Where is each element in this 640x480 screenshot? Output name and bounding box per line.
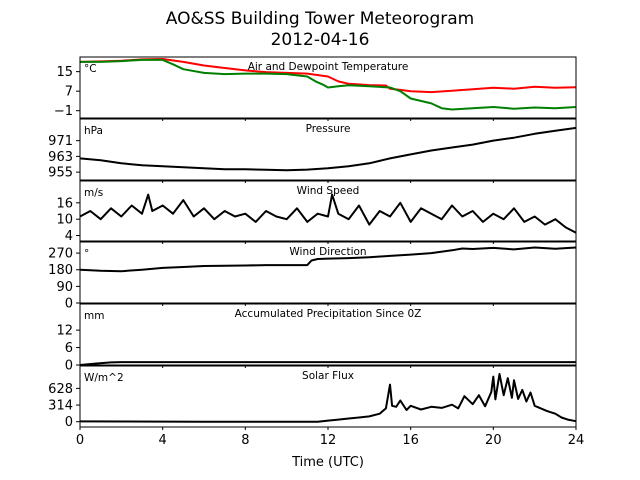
y-tick-label-wind_direction-2: 180 [48,263,73,278]
panel-title-precip: Accumulated Precipitation Since 0Z [235,308,422,320]
unit-label-pressure: hPa [84,125,103,137]
y-tick-label-temp-2: 15 [56,65,73,80]
y-tick-label-wind_direction-1: 90 [56,280,73,295]
y-tick-label-temp-1: 7 [65,85,73,100]
series-line-precip-0 [79,361,576,366]
x-tick-label-0: 0 [76,433,84,448]
x-tick-label-5: 20 [485,433,502,448]
y-tick-label-precip-0: 0 [65,359,73,374]
unit-label-wind_direction: ° [84,248,89,260]
panel-title-pressure: Pressure [306,123,351,135]
unit-label-precip: mm [84,310,104,322]
y-tick-label-temp-0: −1 [54,104,73,119]
figure-title-line2: 2012-04-16 [271,30,370,50]
x-tick-label-6: 24 [568,433,585,448]
x-tick-label-1: 4 [159,433,167,448]
series-line-pressure-0 [79,126,577,172]
y-tick-label-precip-2: 12 [56,324,73,339]
unit-label-solar: W/m^2 [84,372,124,384]
y-tick-label-wind_direction-0: 0 [65,297,73,312]
panel-wind_speed: 410 16 m/s Wind Speed [56,180,577,244]
panel-title-solar: Solar Flux [302,370,354,382]
y-tick-label-precip-1: 6 [65,341,73,356]
series-line-temp-1 [80,58,577,111]
series-line-temp-0 [79,58,577,94]
x-tick-label-3: 12 [320,433,337,448]
series-line-solar-0 [79,373,577,423]
y-tick-label-solar-2: 628 [48,382,73,397]
panels: −1 7 15 °C Air and Dewpoint Temperature 95596… [48,56,585,448]
x-tick-label-4: 16 [402,433,419,448]
panel-title-wind_speed: Wind Speed [297,185,360,197]
y-tick-label-wind_speed-2: 16 [56,196,73,211]
y-tick-label-wind_speed-1: 10 [56,213,73,228]
x-axis-label: Time (UTC) [291,455,364,470]
y-tick-label-solar-1: 314 [48,399,73,414]
series-line-wind_direction-0 [79,246,577,273]
unit-label-temp: °C [84,63,97,75]
y-tick-label-pressure-0: 955 [48,166,73,181]
series-line-wind_speed-0 [79,193,577,234]
figure-title-line1: AO&SS Building Tower Meteorogram [166,9,474,29]
x-tick-label-2: 8 [241,433,249,448]
panel-temp: −1 7 15 °C Air and Dewpoint Temperature [54,56,577,121]
y-tick-label-solar-0: 0 [65,415,73,430]
panel-title-temp: Air and Dewpoint Temperature [248,61,409,73]
y-tick-label-wind_speed-0: 4 [65,229,73,244]
y-tick-label-wind_direction-3: 270 [48,247,73,262]
panel-title-wind_direction: Wind Direction [289,246,366,258]
y-tick-label-pressure-2: 971 [48,134,73,149]
unit-label-wind_speed: m/s [84,187,103,199]
panel-precip: 0 6 12 mm Accumulated Precipitation Since 0Z [56,303,577,374]
y-tick-label-pressure-1: 963 [48,150,73,165]
